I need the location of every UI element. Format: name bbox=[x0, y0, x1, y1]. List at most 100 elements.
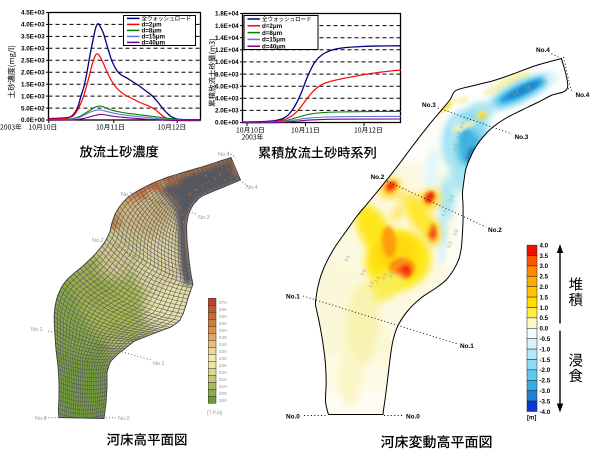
svg-text:-1.5: -1.5 bbox=[511, 89, 521, 97]
svg-text:0.5: 0.5 bbox=[540, 315, 549, 322]
svg-text:d=2μm: d=2μm bbox=[262, 23, 283, 30]
svg-text:0.5: 0.5 bbox=[344, 254, 352, 262]
svg-text:-2.5: -2.5 bbox=[540, 378, 551, 385]
svg-text:4.5E+03: 4.5E+03 bbox=[21, 10, 45, 17]
svg-text:4.0: 4.0 bbox=[540, 242, 549, 249]
svg-text:305: 305 bbox=[219, 391, 227, 397]
svg-text:No.3: No.3 bbox=[422, 102, 436, 109]
svg-text:No.1: No.1 bbox=[153, 361, 165, 367]
svg-text:355: 355 bbox=[219, 321, 227, 327]
svg-text:No.1: No.1 bbox=[286, 294, 300, 301]
svg-text:No.3: No.3 bbox=[198, 215, 210, 221]
svg-text:325: 325 bbox=[219, 363, 227, 369]
svg-text:2.0: 2.0 bbox=[381, 272, 389, 280]
svg-text:No.4: No.4 bbox=[246, 185, 258, 191]
svg-text:0.0E+00: 0.0E+00 bbox=[215, 120, 239, 127]
svg-text:-1.5: -1.5 bbox=[451, 143, 459, 153]
svg-text:3.0: 3.0 bbox=[540, 263, 549, 270]
svg-text:370: 370 bbox=[219, 300, 227, 306]
svg-text:315: 315 bbox=[219, 377, 227, 383]
svg-text:-3.5: -3.5 bbox=[540, 398, 551, 405]
svg-text:-2.5: -2.5 bbox=[466, 139, 474, 149]
svg-text:No.1: No.1 bbox=[460, 343, 474, 350]
svg-text:3.5E+03: 3.5E+03 bbox=[21, 34, 45, 41]
svg-text:340: 340 bbox=[219, 342, 227, 348]
svg-text:No.3: No.3 bbox=[515, 134, 529, 141]
svg-text:0.0: 0.0 bbox=[446, 240, 453, 248]
svg-text:300: 300 bbox=[219, 398, 227, 404]
svg-text:365: 365 bbox=[219, 307, 227, 313]
svg-text:350: 350 bbox=[219, 328, 227, 334]
svg-text:0.0E+00: 0.0E+00 bbox=[21, 117, 45, 124]
svg-text:-1.0: -1.0 bbox=[454, 131, 462, 141]
svg-text:d=15μm: d=15μm bbox=[142, 34, 166, 41]
svg-text:1.0E+03: 1.0E+03 bbox=[21, 93, 45, 100]
svg-text:4.0E+03: 4.0E+03 bbox=[215, 96, 239, 103]
svg-text:1.5: 1.5 bbox=[540, 294, 549, 301]
svg-text:No.3: No.3 bbox=[121, 192, 133, 198]
svg-text:0.0: 0.0 bbox=[448, 194, 455, 202]
svg-text:No.0: No.0 bbox=[118, 416, 130, 422]
svg-text:-2.0: -2.0 bbox=[540, 367, 551, 374]
svg-text:-0.5: -0.5 bbox=[458, 121, 466, 131]
svg-text:No.0: No.0 bbox=[35, 416, 47, 422]
svg-text:2.5: 2.5 bbox=[388, 270, 396, 278]
svg-text:360: 360 bbox=[219, 314, 227, 320]
svg-text:No.0: No.0 bbox=[286, 414, 300, 421]
svg-text:3.5: 3.5 bbox=[540, 253, 549, 260]
svg-text:No.4: No.4 bbox=[218, 152, 230, 158]
svg-text:1.5: 1.5 bbox=[374, 275, 382, 283]
svg-text:1.5E+03: 1.5E+03 bbox=[21, 81, 45, 88]
svg-text:1.8E+04: 1.8E+04 bbox=[215, 11, 239, 18]
svg-text:d=15μm: d=15μm bbox=[262, 37, 286, 44]
svg-text:1.4E+04: 1.4E+04 bbox=[215, 35, 239, 42]
svg-text:-0.5: -0.5 bbox=[440, 209, 448, 219]
svg-text:d=8μm: d=8μm bbox=[142, 28, 163, 35]
svg-text:d=40μm: d=40μm bbox=[262, 44, 286, 51]
svg-text:1.2E+04: 1.2E+04 bbox=[215, 47, 239, 54]
svg-text:310: 310 bbox=[219, 384, 227, 390]
svg-text:-2.0: -2.0 bbox=[462, 149, 470, 159]
svg-text:2.5E+03: 2.5E+03 bbox=[21, 58, 45, 65]
svg-text:335: 335 bbox=[219, 349, 227, 355]
svg-text:[m]: [m] bbox=[527, 416, 536, 422]
svg-text:d=8μm: d=8μm bbox=[262, 30, 283, 37]
svg-text:3.5: 3.5 bbox=[397, 256, 405, 264]
svg-text:-3.0: -3.0 bbox=[540, 388, 551, 395]
svg-text:2.5: 2.5 bbox=[540, 274, 549, 281]
svg-text:-0.5: -0.5 bbox=[539, 78, 549, 86]
svg-text:d=40μm: d=40μm bbox=[142, 40, 166, 47]
svg-text:345: 345 bbox=[219, 335, 227, 341]
svg-text:2.0E+03: 2.0E+03 bbox=[21, 69, 45, 76]
svg-text:No.2: No.2 bbox=[371, 174, 385, 181]
svg-text:4.0E+03: 4.0E+03 bbox=[21, 22, 45, 29]
svg-text:2.0E+03: 2.0E+03 bbox=[215, 108, 239, 115]
svg-text:-2.0: -2.0 bbox=[523, 84, 533, 92]
svg-text:1.6E+04: 1.6E+04 bbox=[215, 23, 239, 30]
svg-text:0.5: 0.5 bbox=[360, 268, 368, 276]
svg-text:330: 330 bbox=[219, 356, 227, 362]
svg-text:No.1: No.1 bbox=[31, 327, 43, 333]
svg-text:1.0: 1.0 bbox=[368, 280, 376, 288]
svg-text:1.0E+04: 1.0E+04 bbox=[215, 59, 239, 66]
svg-text:0.0: 0.0 bbox=[540, 326, 549, 333]
svg-text:5.0E+02: 5.0E+02 bbox=[21, 105, 45, 112]
svg-text:8.0E+03: 8.0E+03 bbox=[215, 71, 239, 78]
svg-text:-1.5: -1.5 bbox=[540, 357, 551, 364]
svg-text:6.0E+03: 6.0E+03 bbox=[215, 83, 239, 90]
svg-text:-1.0: -1.0 bbox=[540, 346, 551, 353]
svg-text:2.0: 2.0 bbox=[540, 284, 549, 291]
svg-text:-4.0: -4.0 bbox=[540, 409, 551, 416]
svg-text:No.2: No.2 bbox=[179, 280, 191, 286]
svg-text:3.0E+03: 3.0E+03 bbox=[21, 46, 45, 53]
svg-text:d=2μm: d=2μm bbox=[142, 22, 163, 29]
svg-text:320: 320 bbox=[219, 370, 227, 376]
svg-text:No.2: No.2 bbox=[92, 238, 104, 244]
svg-text:No.0: No.0 bbox=[406, 414, 420, 421]
svg-text:-0.5: -0.5 bbox=[540, 336, 551, 343]
svg-text:[T.P.m]: [T.P.m] bbox=[207, 411, 223, 417]
svg-text:0.0: 0.0 bbox=[452, 228, 459, 236]
svg-text:No.4: No.4 bbox=[536, 47, 550, 54]
svg-text:No.2: No.2 bbox=[488, 227, 502, 234]
svg-text:1.0: 1.0 bbox=[540, 305, 549, 312]
